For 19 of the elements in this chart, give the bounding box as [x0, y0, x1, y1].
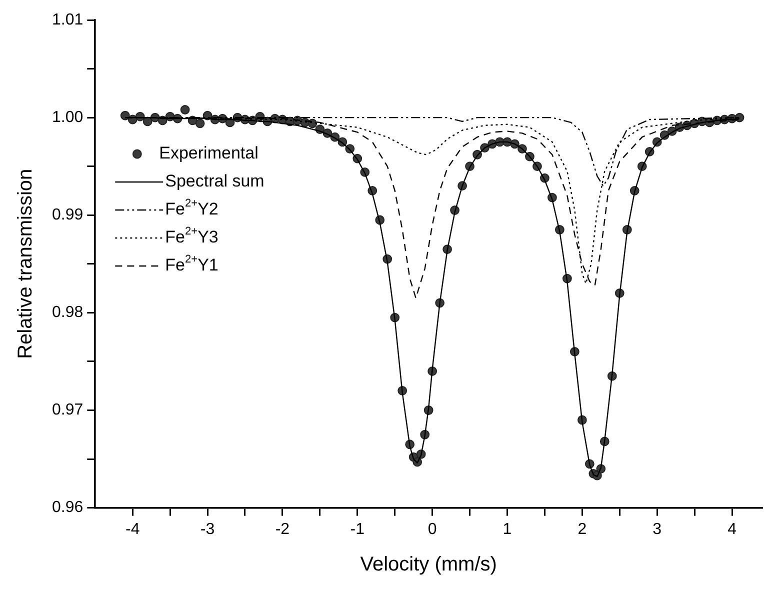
- x-tick-label: -2: [275, 520, 290, 538]
- x-tick-label: 0: [428, 520, 437, 538]
- x-tick-label: 2: [578, 520, 587, 538]
- y-tick-label: 0.96: [52, 499, 84, 516]
- y-tick-label: 0.97: [52, 402, 84, 419]
- y-tick-label: 0.98: [52, 304, 84, 322]
- x-tick-label: 3: [652, 520, 662, 538]
- legend-label: Spectral sum: [165, 172, 264, 191]
- x-tick-label: -3: [200, 520, 215, 538]
- y-axis-title: Relative transmission: [14, 168, 37, 359]
- x-tick-label: -1: [350, 520, 365, 538]
- x-tick-label: -4: [125, 520, 140, 538]
- y-tick-label: 1.00: [52, 108, 84, 126]
- x-tick-label: 1: [502, 520, 512, 538]
- x-tick-label: 4: [728, 520, 737, 538]
- legend-label: Experimental: [159, 144, 258, 163]
- x-axis-title: Velocity (mm/s): [360, 554, 497, 576]
- y-tick-label: 0.99: [52, 206, 84, 224]
- y-tick-label: 1.01: [52, 11, 84, 28]
